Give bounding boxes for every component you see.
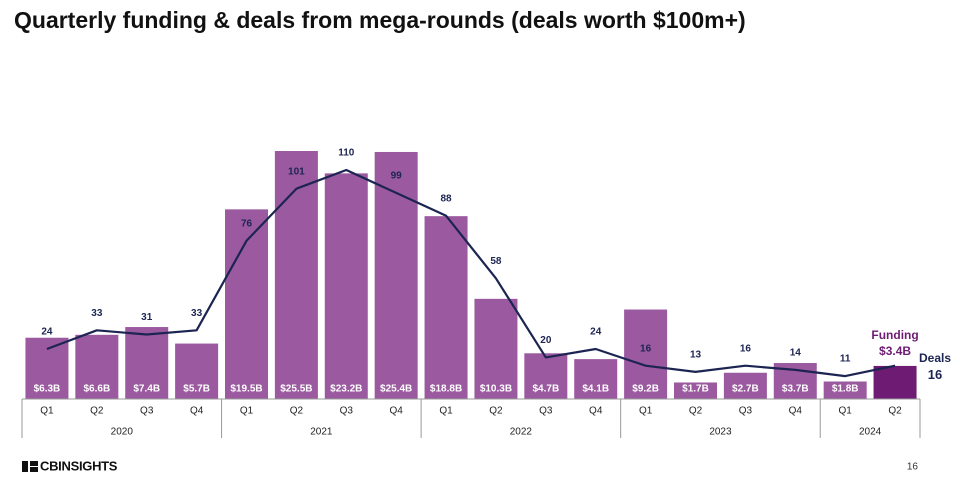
bar (324, 173, 368, 399)
x-group-label: 2022 (510, 427, 533, 438)
x-group-label: 2021 (310, 427, 333, 438)
bar (125, 327, 169, 399)
x-tick-label: Q2 (689, 406, 703, 417)
value-label: $3.4B (879, 344, 911, 358)
annotation: Deals (919, 351, 951, 365)
value-label: $4.7B (532, 384, 559, 395)
value-label: $7.4B (133, 384, 160, 395)
data-label: 110 (338, 148, 355, 159)
x-tick-label: Q1 (439, 406, 453, 417)
data-label: 101 (288, 166, 305, 177)
x-tick-label: Q1 (639, 406, 653, 417)
bar (424, 216, 468, 399)
x-tick-label: Q2 (489, 406, 503, 417)
value-label: $3.7B (782, 384, 809, 395)
x-tick-label: Q4 (190, 406, 204, 417)
data-label: 58 (490, 256, 502, 267)
bar (574, 359, 618, 399)
data-label: 31 (141, 312, 153, 323)
x-tick-label: Q3 (739, 406, 753, 417)
x-tick-label: Q1 (838, 406, 852, 417)
value-label: $18.8B (430, 384, 462, 395)
data-label: 16 (740, 343, 752, 354)
data-label: 88 (440, 193, 452, 204)
x-group-label: 2024 (859, 427, 882, 438)
bar (723, 372, 767, 399)
x-tick-label: Q2 (90, 406, 104, 417)
value-label: $4.1B (582, 384, 609, 395)
x-group-label: 2020 (111, 427, 134, 438)
value-label: $9.2B (632, 384, 659, 395)
data-label: 24 (590, 327, 602, 338)
value-label: $5.7B (183, 384, 210, 395)
value-label: $1.8B (832, 384, 859, 395)
value-label: $6.3B (34, 384, 61, 395)
line (46, 168, 896, 378)
x-tick-label: Q4 (789, 406, 803, 417)
annotation: Funding (871, 328, 918, 342)
data-label: 14 (790, 347, 802, 358)
logo-icon (30, 461, 38, 466)
data-label: 16 (928, 367, 942, 382)
data-label: 11 (840, 354, 851, 365)
bar (873, 365, 917, 399)
x-tick-label: Q4 (589, 406, 603, 417)
bar (624, 309, 668, 399)
logo-icon (22, 461, 28, 472)
bar (175, 343, 219, 399)
x-tick-label: Q3 (340, 406, 354, 417)
x-tick-label: Q1 (240, 406, 254, 417)
data-label: 20 (540, 335, 552, 346)
data-label: 33 (191, 308, 203, 319)
data-label: 99 (391, 171, 403, 182)
bar (274, 151, 318, 399)
bar (474, 298, 518, 399)
x-tick-label: Q4 (389, 406, 403, 417)
value-label: $6.6B (83, 384, 110, 395)
bar (524, 353, 568, 399)
x-group-label: 2023 (709, 427, 732, 438)
value-label: $2.7B (732, 384, 759, 395)
value-label: $1.7B (682, 384, 709, 395)
x-tick-label: Q1 (40, 406, 54, 417)
value-label: $23.2B (330, 384, 362, 395)
bar (75, 334, 119, 399)
page-number: 16 (907, 462, 919, 473)
x-tick-label: Q2 (888, 406, 902, 417)
x-tick-label: Q3 (140, 406, 154, 417)
bar (823, 381, 867, 399)
value-label: $25.4B (380, 384, 412, 395)
logo: CBINSIGHTS (22, 458, 118, 473)
value-label: $10.3B (480, 384, 512, 395)
bar (674, 382, 717, 399)
logo-icon (30, 467, 38, 472)
data-label: 24 (41, 327, 53, 338)
value-label: $25.5B (280, 384, 312, 395)
bar (225, 209, 268, 399)
data-label: 13 (690, 350, 702, 361)
data-label: 16 (640, 343, 652, 354)
data-label: 33 (91, 308, 103, 319)
value-label: $19.5B (230, 384, 262, 395)
bar (374, 151, 418, 399)
x-tick-label: Q3 (539, 406, 553, 417)
logo-text: CBINSIGHTS (40, 458, 118, 473)
chart-title: Quarterly funding & deals from mega-roun… (14, 7, 746, 33)
data-label: 76 (241, 218, 253, 229)
x-tick-label: Q2 (290, 406, 304, 417)
